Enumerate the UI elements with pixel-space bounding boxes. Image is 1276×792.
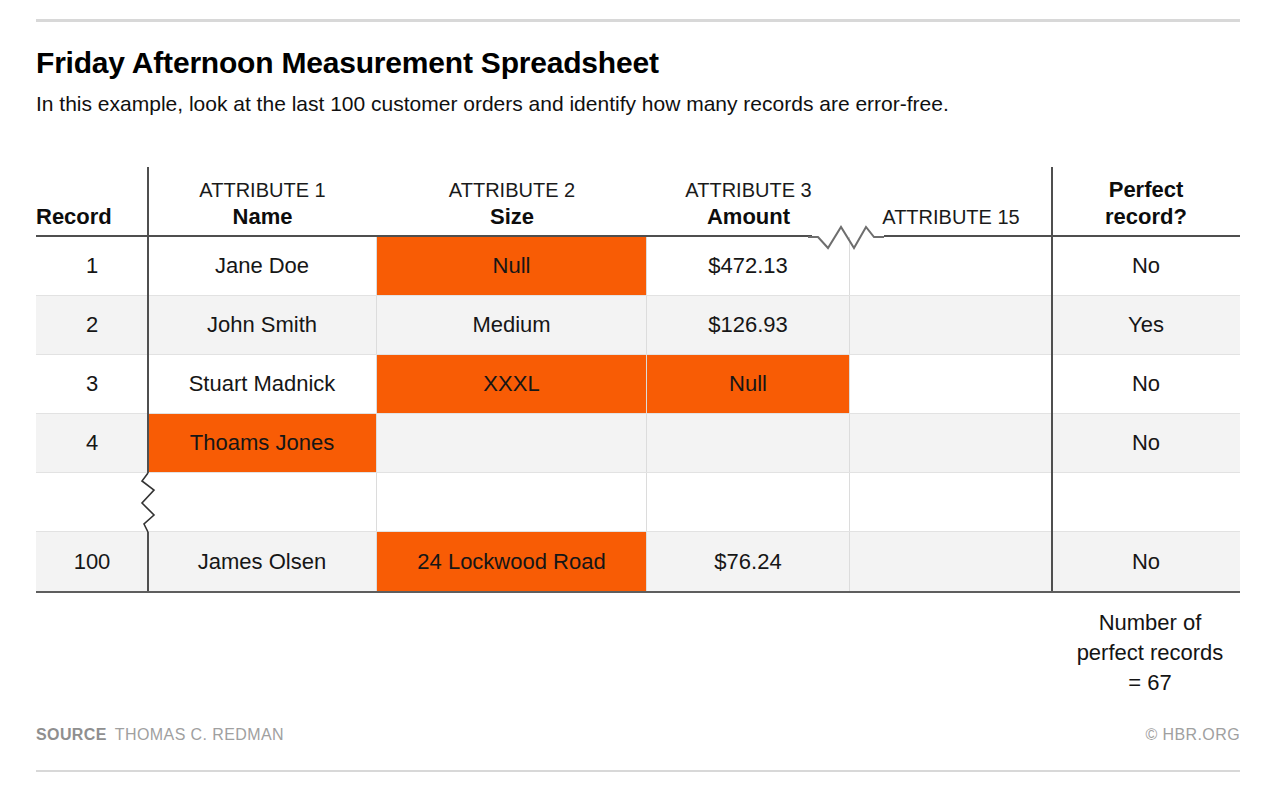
cell-record: 3 bbox=[36, 355, 148, 413]
table-row: 1 Jane Doe Null $472.13 No bbox=[36, 237, 1240, 296]
hbr-credit: © HBR.ORG bbox=[1145, 726, 1240, 744]
header-attribute2-label: Size bbox=[490, 203, 534, 230]
cell-record: 100 bbox=[36, 532, 148, 591]
cell-size: Medium bbox=[377, 296, 647, 354]
measurement-table: Record ATTRIBUTE 1 Name ATTRIBUTE 2 Size… bbox=[36, 167, 1240, 593]
cell-name: Stuart Madnick bbox=[148, 355, 377, 413]
cell-perfect: No bbox=[1052, 237, 1240, 295]
cell-attribute15 bbox=[850, 414, 1052, 472]
cell-attribute15 bbox=[850, 296, 1052, 354]
cell-record: 1 bbox=[36, 237, 148, 295]
record-column-divider bbox=[147, 167, 149, 473]
cell-perfect: Yes bbox=[1052, 296, 1240, 354]
row-break-zigzag-icon bbox=[139, 473, 157, 532]
cell-record: 2 bbox=[36, 296, 148, 354]
cell-size bbox=[377, 473, 647, 531]
source-label: SOURCE bbox=[36, 726, 107, 743]
cell-name: James Olsen bbox=[148, 532, 377, 591]
cell-size bbox=[377, 414, 647, 472]
header-attribute1: ATTRIBUTE 1 Name bbox=[148, 167, 377, 237]
header-attribute15-eyebrow: ATTRIBUTE 15 bbox=[882, 205, 1019, 230]
cell-perfect: No bbox=[1052, 414, 1240, 472]
header-attribute2-eyebrow: ATTRIBUTE 2 bbox=[449, 178, 575, 203]
table-gap-row bbox=[36, 473, 1240, 532]
cell-perfect bbox=[1052, 473, 1240, 531]
header-perfect-record: Perfect record? bbox=[1052, 167, 1240, 237]
header-attribute3-eyebrow: ATTRIBUTE 3 bbox=[685, 178, 811, 203]
cell-amount-error: Null bbox=[647, 355, 850, 413]
cell-amount bbox=[647, 414, 850, 472]
column-break-zigzag-icon bbox=[808, 224, 884, 250]
header-underline bbox=[36, 235, 812, 237]
bottom-divider bbox=[36, 770, 1240, 772]
header-underline bbox=[884, 235, 1240, 237]
header-attribute2: ATTRIBUTE 2 Size bbox=[377, 167, 647, 237]
cell-perfect: No bbox=[1052, 532, 1240, 591]
cell-attribute15 bbox=[850, 355, 1052, 413]
table-bottom-border bbox=[36, 591, 1240, 593]
summary-line2: perfect records bbox=[1050, 638, 1250, 668]
source-credit: SOURCE THOMAS C. REDMAN bbox=[36, 726, 284, 744]
header-record-label: Record bbox=[36, 203, 112, 230]
summary-line3: = 67 bbox=[1050, 668, 1250, 698]
page-title: Friday Afternoon Measurement Spreadsheet bbox=[36, 46, 659, 80]
cell-attribute15 bbox=[850, 532, 1052, 591]
table-row: 100 James Olsen 24 Lockwood Road $76.24 … bbox=[36, 532, 1240, 591]
perfect-column-divider bbox=[1051, 167, 1053, 591]
cell-amount: $76.24 bbox=[647, 532, 850, 591]
header-record: Record bbox=[36, 167, 148, 237]
table-row: 3 Stuart Madnick XXXL Null No bbox=[36, 355, 1240, 414]
cell-size-error: 24 Lockwood Road bbox=[377, 532, 647, 591]
cell-size-error: XXXL bbox=[377, 355, 647, 413]
summary-line1: Number of bbox=[1050, 608, 1250, 638]
cell-record bbox=[36, 473, 148, 531]
table-row: 4 Thoams Jones No bbox=[36, 414, 1240, 473]
perfect-records-summary: Number of perfect records = 67 bbox=[1050, 608, 1250, 698]
header-attribute3-label: Amount bbox=[707, 203, 790, 230]
cell-name: John Smith bbox=[148, 296, 377, 354]
header-perfect-line1: Perfect bbox=[1109, 176, 1184, 203]
cell-attribute15 bbox=[850, 473, 1052, 531]
cell-size-error: Null bbox=[377, 237, 647, 295]
cell-name-error: Thoams Jones bbox=[148, 414, 377, 472]
header-perfect-line2: record? bbox=[1105, 203, 1187, 230]
page-subtitle: In this example, look at the last 100 cu… bbox=[36, 91, 949, 116]
table-header-row: Record ATTRIBUTE 1 Name ATTRIBUTE 2 Size… bbox=[36, 167, 1240, 237]
table-row: 2 John Smith Medium $126.93 Yes bbox=[36, 296, 1240, 355]
cell-amount: $126.93 bbox=[647, 296, 850, 354]
record-column-divider bbox=[147, 532, 149, 591]
header-attribute1-label: Name bbox=[233, 203, 293, 230]
cell-name bbox=[148, 473, 377, 531]
source-name: THOMAS C. REDMAN bbox=[115, 726, 284, 743]
cell-record: 4 bbox=[36, 414, 148, 472]
infographic-page: Friday Afternoon Measurement Spreadsheet… bbox=[0, 0, 1276, 792]
cell-name: Jane Doe bbox=[148, 237, 377, 295]
cell-amount bbox=[647, 473, 850, 531]
header-attribute1-eyebrow: ATTRIBUTE 1 bbox=[199, 178, 325, 203]
cell-perfect: No bbox=[1052, 355, 1240, 413]
top-divider bbox=[36, 19, 1240, 22]
